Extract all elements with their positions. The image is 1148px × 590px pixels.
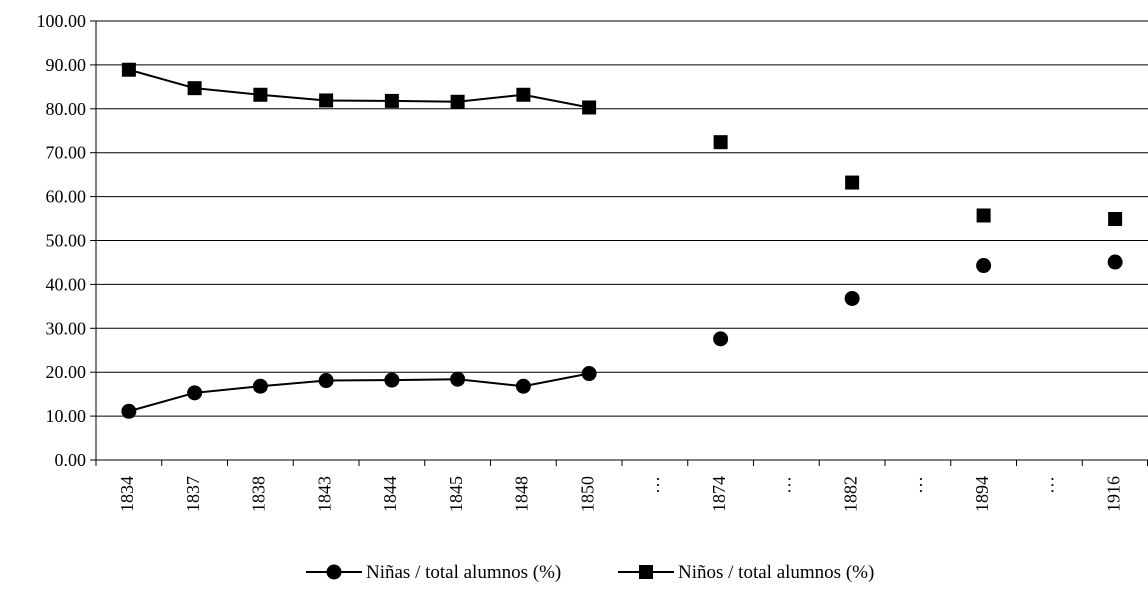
data-point [121, 62, 136, 77]
series-line [128, 68, 590, 109]
y-tick-label: 20.00 [46, 362, 87, 382]
data-point [976, 208, 991, 223]
data-point [252, 378, 268, 394]
y-tick-label: 90.00 [46, 55, 87, 75]
legend-marker [639, 565, 653, 579]
legend: Niñas / total alumnos (%) Niños / total a… [306, 562, 874, 583]
x-tick-label: 1838 [249, 476, 269, 512]
data-point [1107, 254, 1123, 270]
data-point [845, 175, 860, 190]
data-point [844, 290, 860, 306]
legend-marker [326, 564, 342, 580]
x-tick-label: … [906, 476, 926, 494]
data-point [121, 403, 137, 419]
data-point [384, 93, 399, 108]
x-tick-label: 1916 [1103, 476, 1123, 512]
x-tick-label: 1882 [840, 476, 860, 512]
data-point [516, 87, 531, 102]
y-tick-label: 10.00 [46, 406, 87, 426]
series-ninos [121, 62, 1123, 226]
x-tick-label: 1850 [577, 476, 597, 512]
x-tick-label: 1845 [446, 476, 466, 512]
series-group [121, 62, 1123, 419]
data-point [384, 372, 400, 388]
x-tick-label: 1843 [314, 476, 334, 512]
data-point [318, 373, 334, 389]
legend-item-ninos: Niños / total alumnos (%) [618, 562, 874, 583]
data-point [253, 87, 268, 102]
data-point [187, 385, 203, 401]
y-tick-label: 50.00 [46, 231, 87, 251]
data-point [713, 331, 729, 347]
x-tick-label: … [1038, 476, 1058, 494]
x-tick-labels: 1834 1837 1838 1843 1844 1845 1848 1850 … 1874 … 18… [117, 476, 1123, 512]
legend-item-ninas: Niñas / total alumnos (%) [306, 562, 561, 583]
x-tick-label: 1834 [117, 476, 137, 512]
x-tick-label: … [643, 476, 663, 494]
x-tick-label: 1837 [183, 476, 203, 512]
y-tick-label: 40.00 [46, 274, 87, 294]
data-point [187, 81, 202, 96]
data-point [450, 94, 465, 109]
y-tick-label: 30.00 [46, 318, 87, 338]
data-point [450, 371, 466, 387]
gridlines [96, 20, 1148, 417]
y-tick-label: 60.00 [46, 187, 87, 207]
y-tick-label: 80.00 [46, 99, 87, 119]
legend-label: Niñas / total alumnos (%) [366, 562, 561, 583]
x-tick-label: 1848 [512, 476, 532, 512]
data-point [582, 100, 597, 115]
series-line [128, 372, 590, 413]
x-tick-label: 1894 [972, 476, 992, 512]
series-ninas [121, 254, 1123, 419]
data-point [976, 258, 992, 274]
x-tick-label: 1874 [709, 476, 729, 512]
y-tick-label: 70.00 [46, 143, 87, 163]
y-tick-label: 0.00 [55, 450, 87, 470]
y-tick-labels: 0.00 10.00 20.00 30.00 40.00 50.00 60.00 70.00 8… [37, 11, 87, 470]
legend-label: Niños / total alumnos (%) [678, 562, 874, 583]
x-tick-label: … [775, 476, 795, 494]
data-point [1108, 211, 1123, 226]
y-tick-label: 100.00 [37, 11, 87, 31]
data-point [581, 366, 597, 382]
data-point [713, 135, 728, 150]
axes [90, 20, 1148, 466]
data-point [515, 378, 531, 394]
x-tick-label: 1844 [380, 476, 400, 512]
data-point [319, 93, 334, 108]
